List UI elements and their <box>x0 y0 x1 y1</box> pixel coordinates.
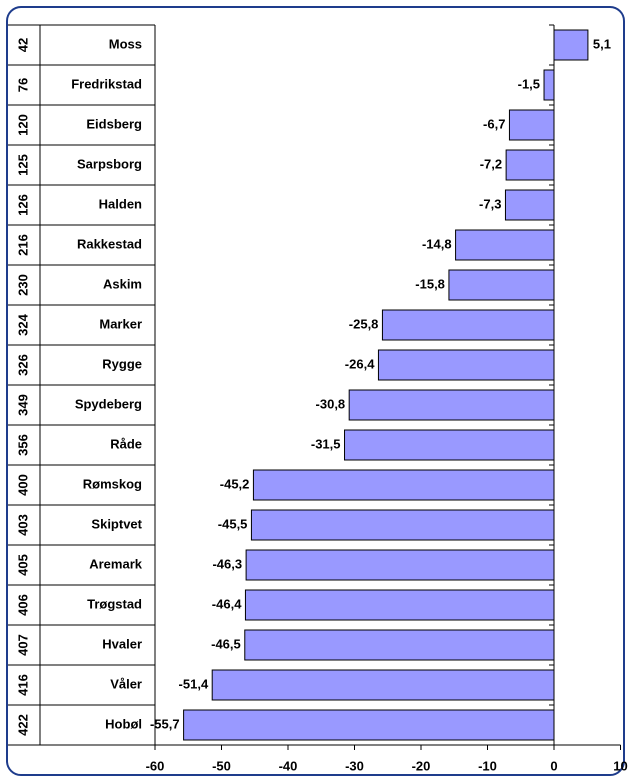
bar <box>344 429 555 461</box>
rank-label: 422 <box>15 714 30 736</box>
x-tick-label: -40 <box>279 758 298 773</box>
y-tick-label: Råde <box>110 436 142 451</box>
value-label: -14,8 <box>422 236 452 251</box>
rank-label: 216 <box>15 234 30 256</box>
y-tick-label: Rømskog <box>83 476 142 491</box>
rank-label: 120 <box>15 114 30 136</box>
y-tick-label: Fredrikstad <box>71 76 142 91</box>
x-tick-label: -60 <box>146 758 165 773</box>
bar <box>245 549 555 581</box>
value-label: -25,8 <box>349 316 379 331</box>
bar <box>448 269 555 301</box>
bar <box>244 629 555 661</box>
y-tick-label: Trøgstad <box>87 596 142 611</box>
y-tick-label: Skiptvet <box>91 516 142 531</box>
value-label: -46,4 <box>212 596 242 611</box>
value-label: -7,2 <box>480 156 502 171</box>
y-tick-label: Askim <box>103 276 142 291</box>
y-tick-label: Halden <box>99 196 142 211</box>
bar <box>348 389 555 421</box>
x-tick-label: 0 <box>550 758 557 773</box>
rank-label: 324 <box>15 313 30 335</box>
bar <box>543 69 555 101</box>
bar <box>183 709 555 741</box>
value-label: -1,5 <box>518 76 540 91</box>
value-label: -6,7 <box>483 116 505 131</box>
bar <box>252 469 555 501</box>
y-tick-label: Våler <box>110 676 142 691</box>
bar <box>455 229 555 261</box>
rank-label: 126 <box>15 194 30 216</box>
bar <box>244 589 555 621</box>
value-label: 5,1 <box>593 36 611 51</box>
value-label: -45,2 <box>220 476 250 491</box>
y-tick-label: Moss <box>109 36 142 51</box>
value-label: -45,5 <box>218 516 248 531</box>
value-label: -15,8 <box>415 276 445 291</box>
rank-label: 416 <box>15 674 30 696</box>
rank-label: 42 <box>15 38 30 52</box>
value-label: -46,3 <box>212 556 242 571</box>
x-tick-label: 10 <box>613 758 627 773</box>
rank-label: 400 <box>15 474 30 496</box>
bar <box>508 109 555 141</box>
rank-label: 405 <box>15 554 30 576</box>
value-label: -55,7 <box>150 716 180 731</box>
value-label: -7,3 <box>479 196 501 211</box>
y-tick-label: Eidsberg <box>86 116 142 131</box>
x-tick-label: -20 <box>412 758 431 773</box>
rank-label: 230 <box>15 274 30 296</box>
x-tick-label: -10 <box>478 758 497 773</box>
value-label: -30,8 <box>316 396 346 411</box>
bar <box>381 309 555 341</box>
value-label: -26,4 <box>345 356 375 371</box>
y-tick-label: Hobøl <box>105 716 142 731</box>
y-tick-label: Aremark <box>89 556 143 571</box>
rank-label: 356 <box>15 434 30 456</box>
rank-label: 326 <box>15 354 30 376</box>
value-label: -31,5 <box>311 436 341 451</box>
bar <box>553 29 589 61</box>
y-tick-label: Sarpsborg <box>77 156 142 171</box>
frame <box>6 6 625 776</box>
y-tick-label: Marker <box>99 316 142 331</box>
rank-label: 407 <box>15 634 30 656</box>
y-tick-label: Rygge <box>102 356 142 371</box>
x-tick-label: -30 <box>345 758 364 773</box>
bar <box>504 189 555 221</box>
value-label: -46,5 <box>211 636 241 651</box>
y-tick-label: Spydeberg <box>75 396 142 411</box>
value-label: -51,4 <box>179 676 209 691</box>
bar <box>250 509 555 541</box>
y-tick-label: Rakkestad <box>77 236 142 251</box>
rank-label: 349 <box>15 394 30 416</box>
bar <box>211 669 555 701</box>
rank-label: 125 <box>15 154 30 176</box>
x-tick-label: -50 <box>212 758 231 773</box>
rank-label: 403 <box>15 514 30 536</box>
rank-label: 76 <box>15 78 30 92</box>
bar <box>377 349 555 381</box>
bar <box>505 149 555 181</box>
y-tick-label: Hvaler <box>102 636 142 651</box>
rank-label: 406 <box>15 594 30 616</box>
